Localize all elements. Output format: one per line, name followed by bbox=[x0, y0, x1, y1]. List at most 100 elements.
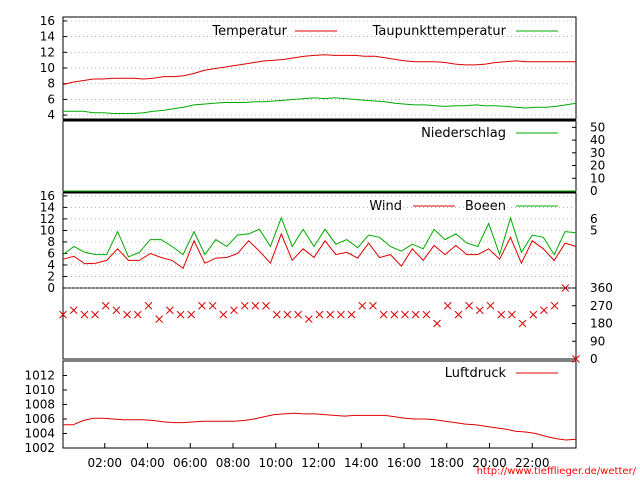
wind-direction-point bbox=[69, 306, 78, 315]
y-tick-label: 0 bbox=[590, 184, 598, 198]
x-tick-label: 16:00 bbox=[387, 456, 422, 470]
x-tick-label: 02:00 bbox=[87, 456, 122, 470]
legend-label-taupunkttemperatur: Taupunkttemperatur bbox=[372, 24, 507, 39]
wind-direction-point bbox=[443, 301, 452, 310]
wind-direction-point bbox=[326, 310, 335, 319]
x-tick-label: 20:00 bbox=[472, 456, 507, 470]
wind-direction-point bbox=[390, 310, 399, 319]
panel-frames bbox=[62, 16, 577, 449]
wind-direction-point bbox=[475, 306, 484, 315]
wind-direction-point bbox=[540, 306, 548, 315]
wind-direction-point bbox=[187, 310, 196, 319]
x-tick-label: 14:00 bbox=[344, 456, 379, 470]
x-tick-label: 22:00 bbox=[515, 456, 550, 470]
y-tick-label: 2 bbox=[47, 269, 55, 283]
legend-label-niederschlag: Niederschlag bbox=[421, 126, 506, 141]
x-tick-label: 06:00 bbox=[173, 456, 208, 470]
legend-label-wind: Wind bbox=[369, 199, 402, 214]
luftdruck-line bbox=[63, 412, 577, 441]
data-series bbox=[59, 54, 580, 441]
wind-direction-point bbox=[561, 284, 570, 292]
wind-direction-point bbox=[219, 310, 228, 319]
wind-direction-point bbox=[315, 310, 324, 319]
wind-direction-point bbox=[401, 310, 409, 319]
wind-direction-point bbox=[144, 301, 153, 310]
y-tick-label: 16 bbox=[40, 14, 55, 28]
wind-line bbox=[62, 232, 577, 270]
wind-direction-point bbox=[347, 310, 356, 319]
legend-pressure: Luftdruck bbox=[445, 366, 558, 381]
y-tick-label: 1002 bbox=[24, 441, 55, 455]
y-tick-label: 270 bbox=[590, 299, 613, 313]
y-tick-label: 4 bbox=[47, 258, 55, 272]
wind-direction-point bbox=[337, 310, 345, 319]
wind-direction-point bbox=[230, 306, 238, 315]
wind-direction-point bbox=[454, 310, 463, 319]
right-tick-label: 6 bbox=[590, 212, 598, 226]
y-tick-label: 0 bbox=[590, 352, 598, 366]
y-tick-label: 90 bbox=[590, 334, 605, 348]
legend-wind: Wind Boeen bbox=[369, 199, 558, 214]
y-tick-label: 8 bbox=[47, 77, 55, 91]
y-tick-label: 1012 bbox=[24, 369, 55, 383]
wind-direction-point bbox=[262, 301, 270, 310]
y-tick-label: 1004 bbox=[24, 427, 55, 441]
legend-precip: Niederschlag bbox=[421, 126, 558, 141]
wind-direction-point bbox=[304, 315, 313, 324]
wind-direction-point bbox=[101, 301, 110, 310]
wind-direction-point bbox=[155, 315, 164, 324]
wind-direction-point bbox=[486, 301, 495, 310]
y-tick-label: 12 bbox=[40, 45, 55, 59]
y-tick-label: 14 bbox=[40, 200, 55, 214]
y-tick-label: 1008 bbox=[24, 398, 55, 412]
y-tick-label: 180 bbox=[590, 317, 613, 331]
wind-direction-point bbox=[112, 306, 121, 315]
y-tick-label: 10 bbox=[590, 171, 605, 185]
wind-direction-point bbox=[465, 301, 473, 310]
y-tick-label: 360 bbox=[590, 281, 613, 295]
wind-direction-point bbox=[422, 310, 431, 319]
wind-direction-point bbox=[572, 355, 580, 363]
x-tick-label: 12:00 bbox=[301, 456, 336, 470]
x-tick-label: 04:00 bbox=[130, 456, 165, 470]
legend-label-temperatur: Temperatur bbox=[211, 24, 287, 39]
y-tick-label: 1010 bbox=[24, 383, 55, 397]
y-tick-label: 6 bbox=[47, 92, 55, 106]
right-tick-label: 5 bbox=[590, 223, 598, 237]
y-tick-label: 50 bbox=[590, 120, 605, 134]
y-tick-label: 1006 bbox=[24, 412, 55, 426]
wind-direction-point bbox=[369, 301, 377, 310]
wind-direction-point bbox=[80, 310, 89, 319]
wind-direction-point bbox=[433, 319, 441, 328]
wind-direction-point bbox=[240, 301, 249, 310]
y-tick-label: 14 bbox=[40, 30, 55, 44]
y-tick-label: 40 bbox=[590, 133, 605, 147]
wind-direction-point bbox=[123, 310, 131, 319]
wind-direction-point bbox=[59, 310, 67, 319]
wind-direction-point bbox=[166, 306, 174, 315]
legend-label-luftdruck: Luftdruck bbox=[445, 366, 507, 381]
axis-ticks: 4681012141601020304050024681012141656090… bbox=[24, 14, 612, 470]
legend-label-boeen: Boeen bbox=[465, 199, 506, 214]
wind-direction-point bbox=[91, 310, 99, 319]
wind-direction-point bbox=[497, 310, 506, 319]
x-tick-label: 08:00 bbox=[216, 456, 251, 470]
y-tick-label: 10 bbox=[40, 61, 55, 75]
wind-direction-point bbox=[176, 310, 185, 319]
y-tick-label: 0 bbox=[47, 281, 55, 295]
source-link[interactable]: http://www.tiefflieger.de/wetter/ bbox=[477, 466, 637, 477]
wind-direction-point bbox=[198, 301, 206, 310]
wind-direction-point bbox=[294, 310, 302, 319]
legend-temperature: Temperatur Taupunkttemperatur bbox=[211, 24, 558, 39]
x-tick-label: 18:00 bbox=[429, 456, 464, 470]
panel-winddir-frame bbox=[62, 287, 577, 360]
wind-direction-point bbox=[518, 319, 527, 328]
temperatur-line bbox=[62, 54, 576, 85]
wind-direction-point bbox=[379, 310, 388, 319]
wind-direction-point bbox=[272, 310, 281, 319]
wind-direction-point bbox=[411, 310, 420, 319]
y-tick-label: 10 bbox=[40, 223, 55, 237]
wind-direction-point bbox=[550, 301, 559, 310]
y-tick-label: 12 bbox=[40, 212, 55, 226]
